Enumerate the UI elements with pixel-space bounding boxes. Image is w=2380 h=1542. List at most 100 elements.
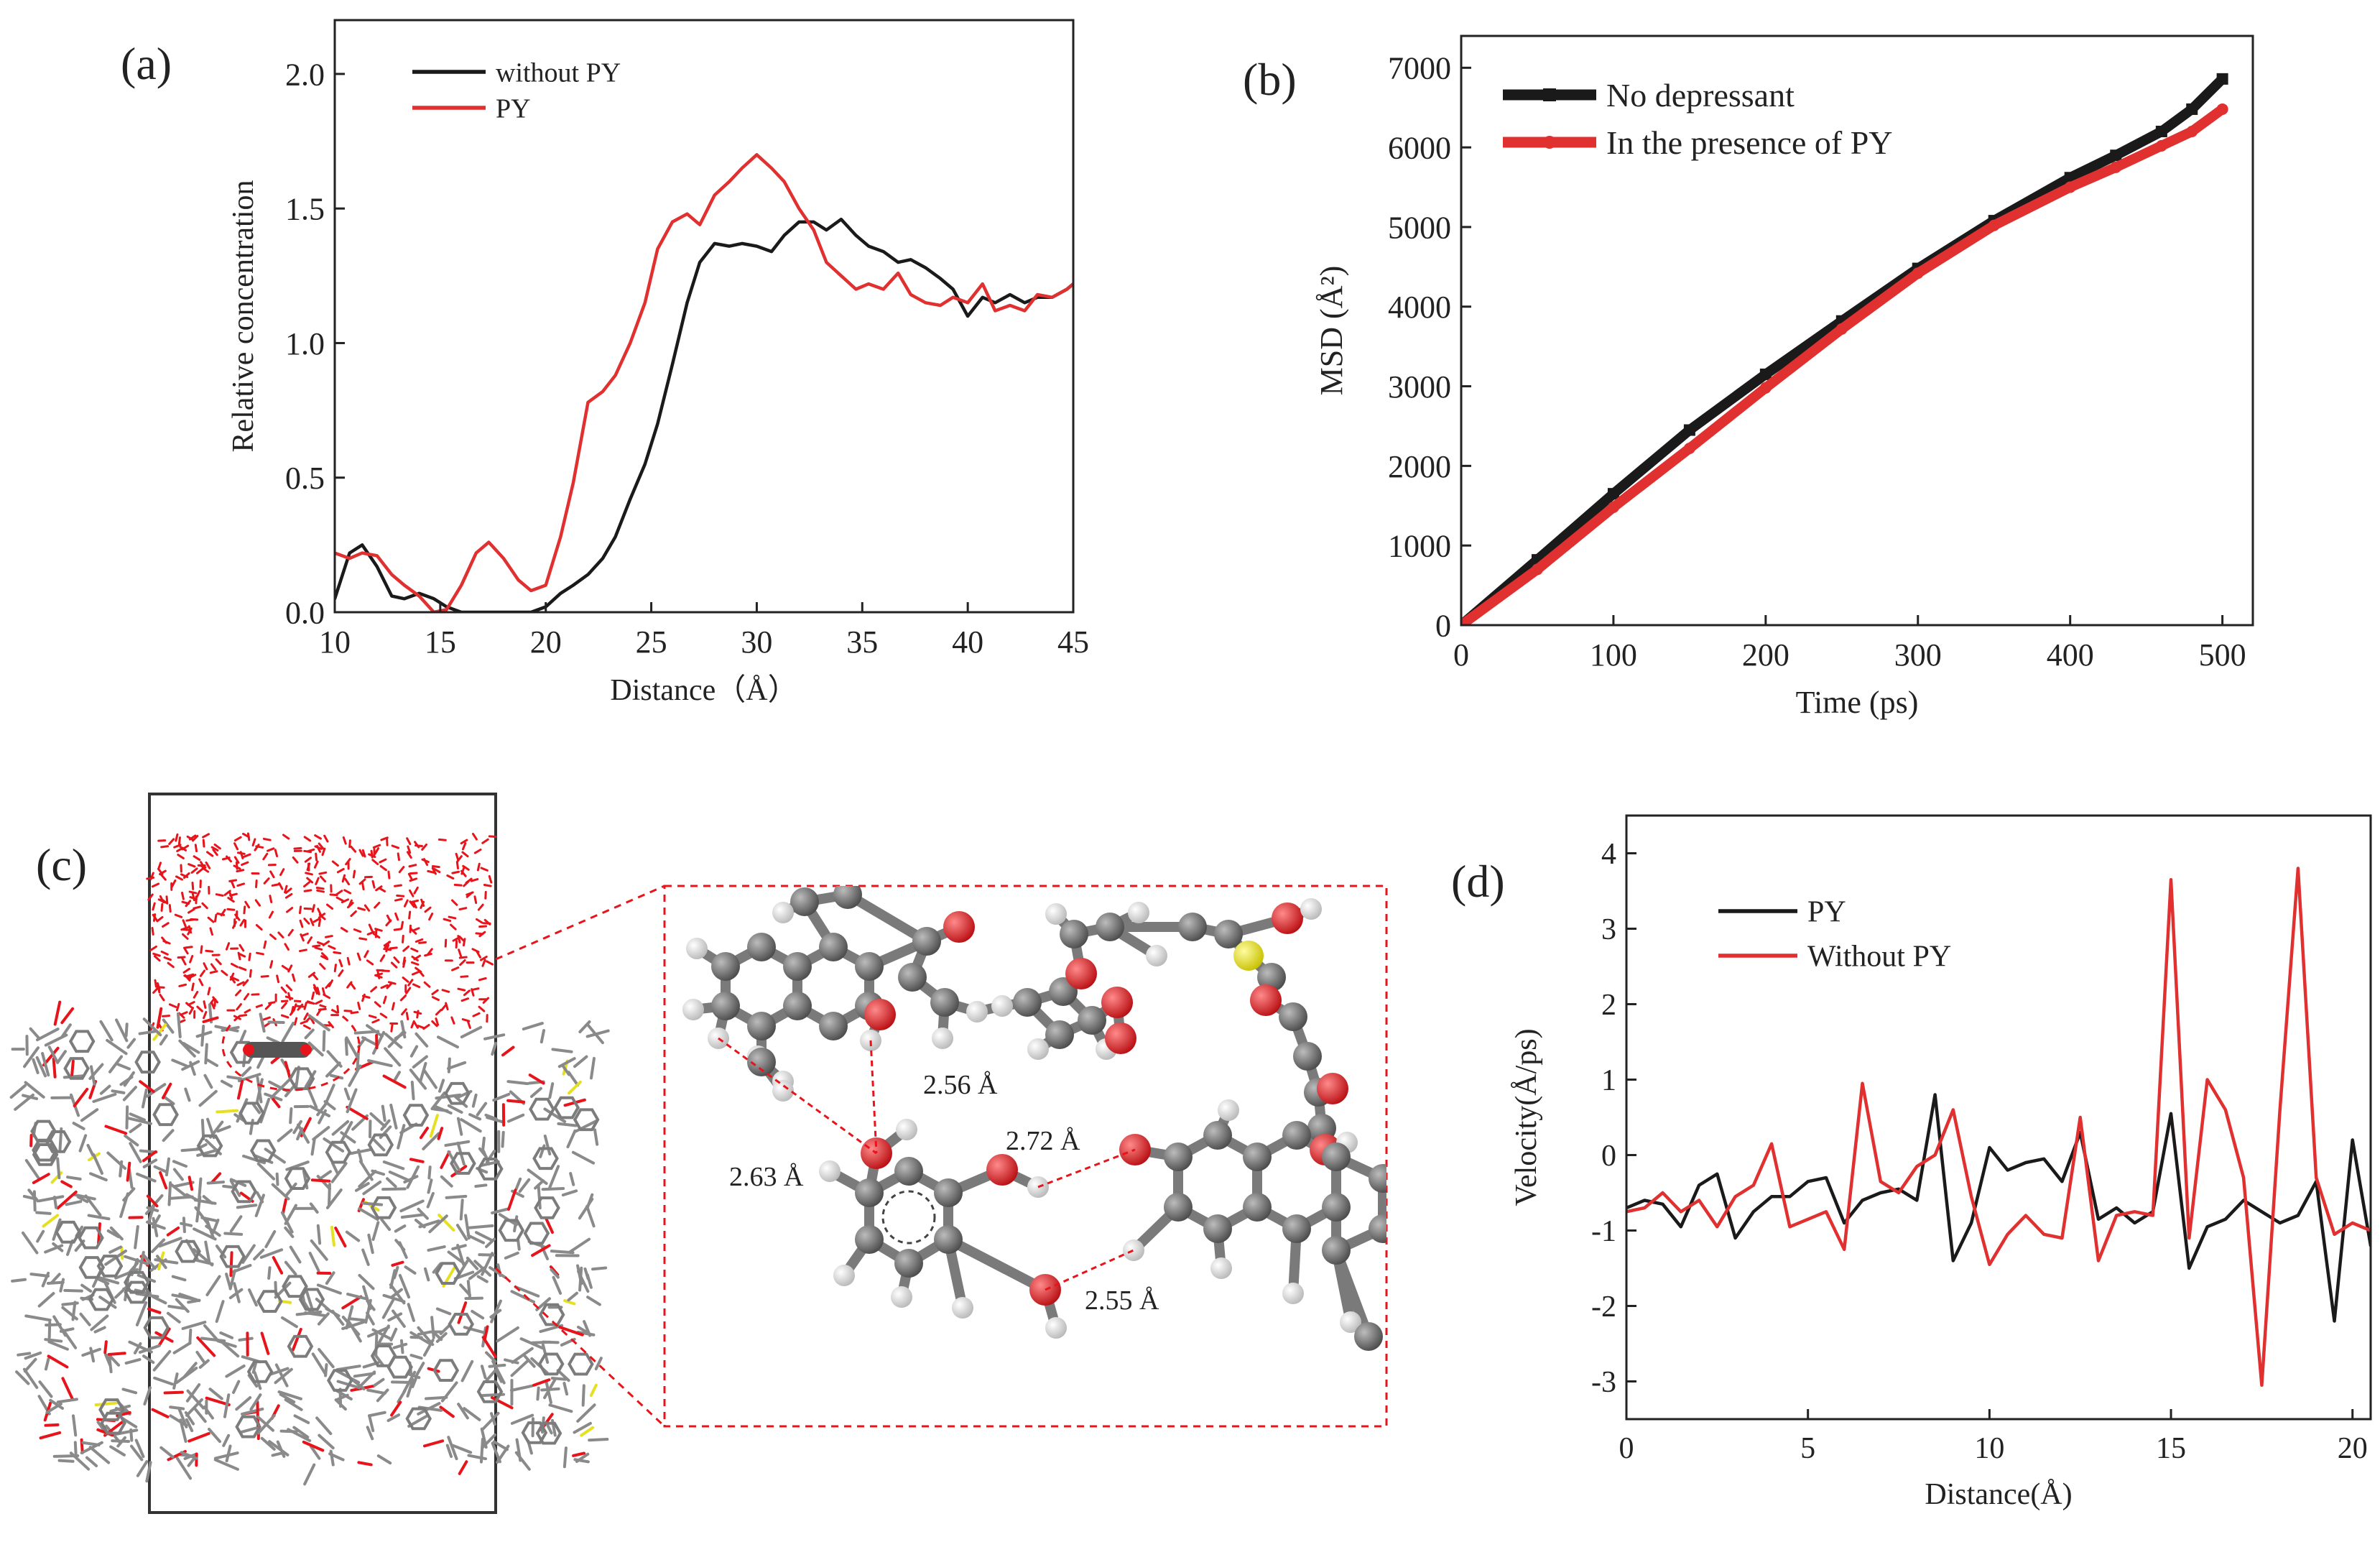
water-molecule bbox=[231, 977, 239, 982]
substrate-bond bbox=[272, 1256, 284, 1275]
substrate-bond bbox=[124, 1022, 129, 1038]
substrate-bond bbox=[426, 1191, 435, 1209]
hbond-distance-label: 2.55 Å bbox=[1085, 1285, 1159, 1316]
b-x-tick-label: 100 bbox=[1590, 637, 1637, 673]
hydrogen-atom bbox=[991, 995, 1013, 1017]
hydrogen-atom bbox=[1210, 1257, 1232, 1279]
substrate-bond bbox=[471, 1309, 485, 1320]
bond bbox=[943, 1234, 1050, 1295]
water-molecule bbox=[269, 895, 273, 904]
substrate-bond bbox=[153, 1376, 174, 1386]
substrate-bond bbox=[318, 1109, 328, 1125]
aromatic-ring bbox=[405, 1407, 432, 1431]
water-molecule bbox=[153, 955, 161, 962]
substrate-bond bbox=[325, 1061, 341, 1078]
aromatic-ring bbox=[246, 1360, 274, 1383]
oxygen-atom bbox=[1272, 902, 1303, 934]
substrate-bond bbox=[151, 1408, 170, 1418]
zoom-connector bbox=[495, 885, 665, 961]
substrate-bond bbox=[366, 1426, 374, 1441]
water-molecule bbox=[193, 990, 199, 999]
substrate-bond bbox=[21, 1231, 39, 1255]
water-molecule bbox=[325, 903, 334, 910]
b-x-tick-label: 200 bbox=[1742, 637, 1789, 673]
substrate-bond bbox=[329, 1074, 344, 1080]
substrate-bond bbox=[381, 1187, 407, 1191]
aromatic-ring bbox=[96, 1255, 124, 1278]
substrate-bond bbox=[124, 1134, 139, 1147]
substrate-bond bbox=[506, 1099, 526, 1104]
substrate-bond bbox=[56, 1050, 67, 1064]
water-molecule bbox=[315, 999, 323, 1005]
substrate-bond bbox=[23, 1046, 40, 1068]
water-molecule bbox=[269, 933, 277, 941]
water-molecule bbox=[160, 845, 170, 849]
aromatic-ring bbox=[55, 1220, 82, 1244]
substrate-bond bbox=[492, 1440, 509, 1451]
substrate-bond bbox=[447, 1057, 451, 1074]
substrate-bond bbox=[208, 1388, 223, 1400]
substrate-bond bbox=[62, 1074, 85, 1079]
substrate-bond bbox=[254, 1194, 265, 1217]
substrate-bond bbox=[56, 1190, 78, 1210]
substrate-bond bbox=[139, 1080, 155, 1093]
substrate-bond bbox=[529, 1086, 542, 1099]
substrate-bond bbox=[108, 1355, 113, 1374]
aromatic-ring bbox=[32, 1143, 59, 1166]
aromatic-ring bbox=[152, 1103, 179, 1127]
substrate-bond bbox=[424, 1395, 448, 1400]
water-molecule bbox=[255, 880, 258, 889]
water-molecule bbox=[303, 918, 310, 925]
b-y-tick-label: 7000 bbox=[1388, 51, 1451, 86]
water-molecule bbox=[269, 870, 275, 879]
substrate-bond bbox=[312, 1125, 330, 1141]
substrate-bond bbox=[138, 1250, 145, 1272]
water-molecule bbox=[461, 842, 467, 851]
carbon-atom bbox=[1322, 1142, 1351, 1171]
bond bbox=[1331, 1245, 1374, 1342]
carbon-atom bbox=[855, 952, 884, 981]
substrate-bond bbox=[193, 1258, 214, 1266]
water-molecule bbox=[432, 867, 441, 874]
water-molecule bbox=[451, 966, 460, 971]
water-molecule bbox=[195, 890, 201, 898]
substrate-bond bbox=[182, 1362, 198, 1379]
water-molecule bbox=[408, 864, 417, 868]
water-molecule bbox=[199, 969, 206, 977]
substrate-bond bbox=[124, 1255, 149, 1265]
water-molecule bbox=[177, 956, 186, 959]
hydrogen-atom bbox=[1340, 1311, 1361, 1333]
b-marker bbox=[1531, 563, 1543, 576]
substrate-bond bbox=[490, 1396, 514, 1410]
water-molecule bbox=[280, 986, 287, 994]
substrate-bond bbox=[210, 1172, 222, 1184]
carbon-atom bbox=[819, 1012, 848, 1040]
water-molecule bbox=[171, 879, 177, 887]
substrate-bond bbox=[189, 1061, 196, 1076]
substrate-bond bbox=[430, 1316, 435, 1339]
water-molecule bbox=[406, 837, 412, 846]
water-molecule bbox=[455, 852, 460, 862]
substrate-bond bbox=[489, 1308, 502, 1319]
water-molecule bbox=[316, 987, 320, 996]
water-molecule bbox=[448, 915, 457, 920]
hydrogen-bond bbox=[1045, 1249, 1134, 1291]
water-molecule bbox=[348, 839, 351, 849]
substrate-bond bbox=[510, 1359, 529, 1377]
a-y-tick-label: 0.0 bbox=[285, 595, 325, 630]
substrate-bond bbox=[427, 1165, 432, 1180]
water-molecule bbox=[396, 894, 405, 897]
substrate-bond bbox=[511, 1347, 534, 1365]
substrate-bond bbox=[445, 1194, 468, 1199]
oxygen-atom bbox=[943, 911, 975, 943]
substrate-bond bbox=[340, 1131, 356, 1144]
carbon-atom bbox=[1369, 1164, 1386, 1193]
substrate-bond bbox=[216, 1339, 237, 1348]
aromatic-ring bbox=[435, 1262, 462, 1285]
substrate-bond bbox=[89, 1172, 108, 1182]
water-molecule bbox=[460, 997, 470, 1002]
substrate-bond bbox=[180, 1148, 201, 1153]
substrate-bond bbox=[353, 1372, 376, 1378]
b-marker bbox=[2110, 161, 2122, 173]
water-molecule bbox=[450, 923, 457, 931]
